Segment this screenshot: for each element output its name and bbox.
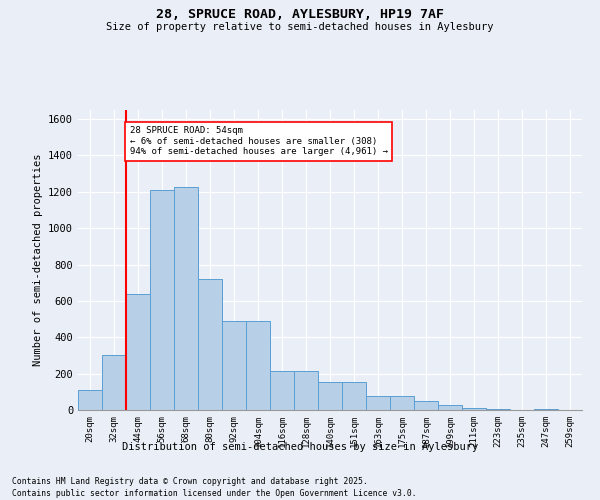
Bar xyxy=(462,408,486,410)
Y-axis label: Number of semi-detached properties: Number of semi-detached properties xyxy=(32,154,43,366)
Bar xyxy=(126,294,150,410)
Bar xyxy=(78,390,102,410)
Bar xyxy=(270,371,294,410)
Bar xyxy=(438,406,462,410)
Text: Contains HM Land Registry data © Crown copyright and database right 2025.: Contains HM Land Registry data © Crown c… xyxy=(12,478,368,486)
Bar xyxy=(390,396,414,410)
Bar xyxy=(318,382,342,410)
Bar xyxy=(486,409,510,410)
Text: 28, SPRUCE ROAD, AYLESBURY, HP19 7AF: 28, SPRUCE ROAD, AYLESBURY, HP19 7AF xyxy=(156,8,444,20)
Bar xyxy=(222,321,246,410)
Text: Distribution of semi-detached houses by size in Aylesbury: Distribution of semi-detached houses by … xyxy=(122,442,478,452)
Text: Size of property relative to semi-detached houses in Aylesbury: Size of property relative to semi-detach… xyxy=(106,22,494,32)
Bar xyxy=(366,396,390,410)
Bar xyxy=(246,321,270,410)
Bar xyxy=(414,401,438,410)
Text: Contains public sector information licensed under the Open Government Licence v3: Contains public sector information licen… xyxy=(12,489,416,498)
Bar xyxy=(294,371,318,410)
Bar xyxy=(150,190,174,410)
Bar xyxy=(174,188,198,410)
Text: 28 SPRUCE ROAD: 54sqm
← 6% of semi-detached houses are smaller (308)
94% of semi: 28 SPRUCE ROAD: 54sqm ← 6% of semi-detac… xyxy=(130,126,388,156)
Bar xyxy=(342,382,366,410)
Bar xyxy=(534,409,558,410)
Bar xyxy=(102,356,126,410)
Bar xyxy=(198,279,222,410)
